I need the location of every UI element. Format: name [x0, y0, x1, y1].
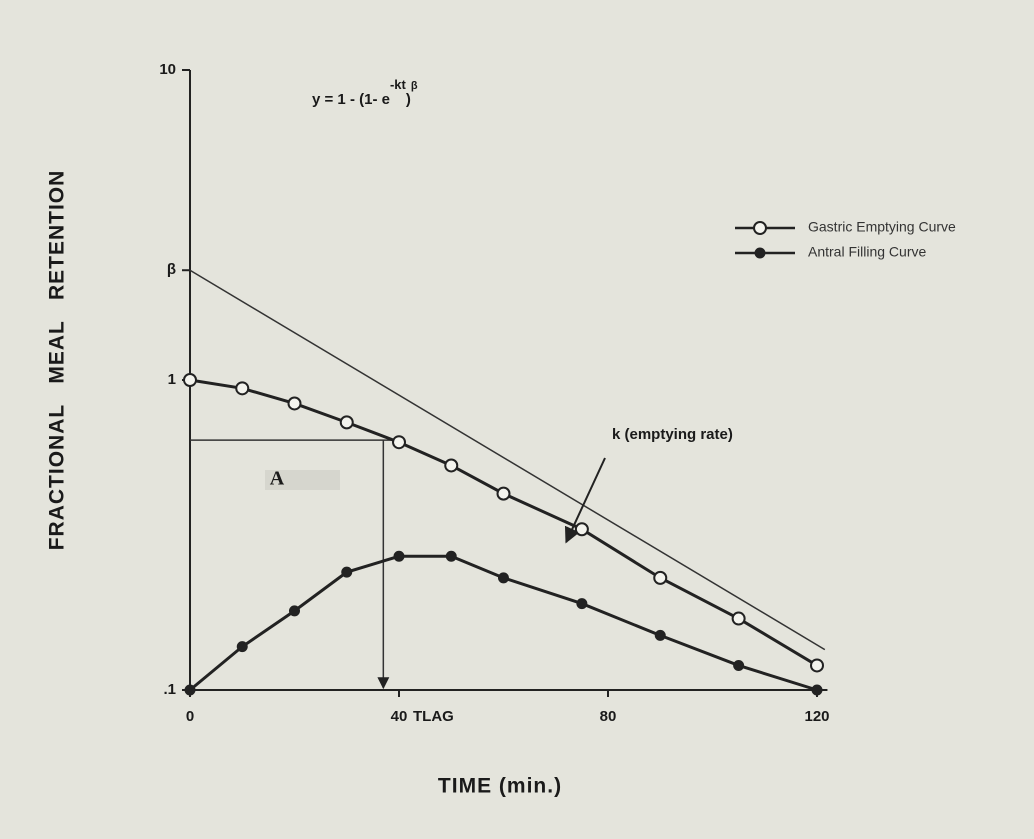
formula: y = 1 - (1- e-kt)β — [312, 77, 418, 108]
data-point — [235, 381, 250, 396]
legend-marker — [754, 247, 766, 259]
data-point — [576, 598, 588, 610]
data-point — [289, 605, 300, 617]
y-tick-label: 1 — [168, 371, 176, 388]
formula-part: β — [411, 80, 418, 92]
data-point — [236, 641, 248, 653]
y-tick-label: 10 — [159, 61, 176, 78]
data-point — [341, 566, 353, 578]
tlag-label: TLAG — [413, 708, 454, 725]
data-point — [654, 629, 666, 641]
data-point — [444, 458, 459, 473]
data-point — [733, 659, 745, 671]
asymptote-label: k (emptying rate) — [612, 426, 733, 443]
legend-label: Gastric Emptying Curve — [808, 219, 956, 235]
asymptote-arrow — [564, 457, 606, 544]
formula-part: y = 1 - (1- e — [312, 91, 390, 108]
formula-part: ) — [406, 91, 411, 108]
x-axis-title: TIME (min.) — [438, 775, 562, 798]
area-label: A — [270, 468, 285, 490]
x-tick-label: 0 — [186, 708, 194, 725]
legend-marker — [753, 221, 767, 235]
x-tick-label: 120 — [804, 708, 829, 725]
data-point — [731, 611, 746, 626]
y-axis-title: FRACTIONAL MEAL RETENTION — [46, 170, 69, 551]
data-point — [287, 396, 302, 411]
data-point — [339, 415, 354, 430]
data-point — [496, 486, 511, 501]
data-point — [498, 572, 509, 584]
data-point — [445, 550, 457, 562]
y-tick-label: β — [167, 261, 176, 278]
formula-part: -kt — [390, 77, 407, 92]
data-point — [183, 373, 197, 387]
data-point — [811, 684, 823, 696]
x-tick-label: 80 — [600, 708, 617, 725]
data-point — [653, 570, 668, 585]
x-tick-label: 40 — [391, 708, 408, 725]
series-line — [189, 378, 818, 667]
area-shade — [265, 470, 340, 490]
data-point — [393, 550, 405, 562]
y-tick-label: .1 — [163, 681, 176, 698]
data-point — [184, 684, 196, 696]
data-point — [810, 658, 824, 673]
asymptote-line — [189, 269, 826, 651]
data-point — [392, 435, 406, 450]
data-point — [574, 522, 589, 537]
legend-label: Antral Filling Curve — [808, 244, 926, 260]
